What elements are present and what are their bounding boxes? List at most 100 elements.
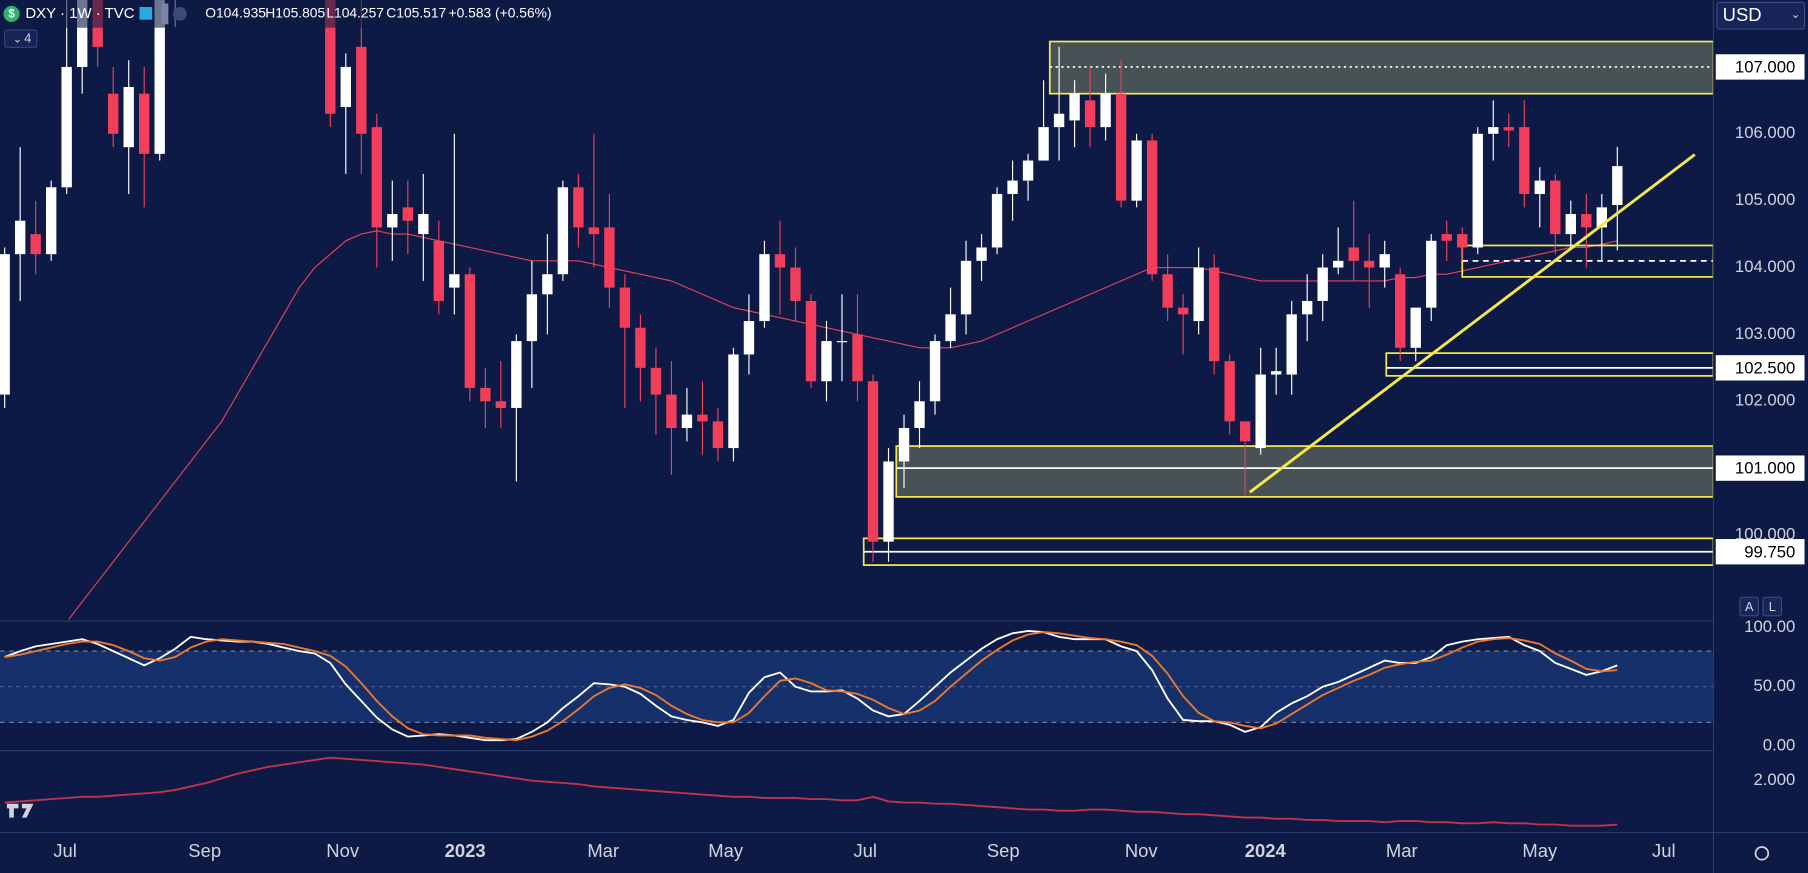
indicator-count: 4 (24, 32, 31, 46)
candle-body (1395, 274, 1406, 348)
candle-body (402, 207, 414, 221)
series-line (4, 629, 1618, 742)
x-tick-label: Sep (987, 840, 1020, 861)
level-label-bg (1715, 455, 1805, 481)
candle-body (1410, 307, 1421, 348)
pane (0, 629, 1714, 742)
x-tick-label: Sep (188, 840, 221, 861)
logo[interactable] (6, 803, 34, 818)
candle-body (1255, 374, 1266, 449)
candle-body (759, 254, 770, 322)
ohlc-open: O104.935 (205, 5, 266, 21)
candle-body (1115, 93, 1127, 201)
x-tick-label: 2024 (1245, 840, 1287, 861)
candle-body (14, 220, 26, 255)
x-tick-label: May (708, 840, 744, 861)
candle-body (433, 240, 445, 301)
candle-body (356, 46, 367, 134)
symbol-icon-glyph: $ (8, 9, 15, 21)
candle-body (1100, 93, 1111, 128)
level-label-bg (1715, 54, 1805, 80)
candle-body (697, 414, 708, 422)
candle-body (418, 214, 429, 235)
candle-body (464, 274, 476, 388)
candle-body (1270, 371, 1282, 375)
candle-body (1550, 180, 1561, 235)
ohlc-low: L104.257 (326, 5, 384, 21)
x-tick-label: Mar (587, 840, 619, 861)
candle-body (1565, 214, 1576, 235)
candle-body (635, 327, 646, 368)
candle-body (991, 193, 1003, 248)
y-tick-label: 105.000 (1735, 190, 1795, 209)
candle-body (526, 294, 538, 342)
candle-body (1208, 267, 1220, 362)
candle-body (495, 401, 507, 408)
level-label: 99.750 (1744, 542, 1795, 561)
symbol[interactable]: DXY · 1W · TVC (25, 5, 134, 22)
candle-body (867, 381, 879, 542)
candle-body (1457, 234, 1468, 248)
candle-body (1239, 421, 1251, 442)
candle-body (604, 227, 615, 288)
series-line (4, 756, 1618, 827)
x-tick-label: Nov (326, 840, 360, 861)
level-label: 102.500 (1735, 358, 1795, 377)
candle-body (650, 367, 662, 395)
candle-body (449, 274, 460, 288)
auto-scale-button[interactable] (1739, 596, 1759, 617)
x-tick-label: Mar (1386, 840, 1418, 861)
settings-icon[interactable] (1754, 846, 1770, 861)
candle-body (712, 421, 724, 449)
y-tick-label: 102.000 (1735, 391, 1795, 410)
candle-body (960, 260, 972, 315)
y-tick-label: 103.000 (1735, 324, 1795, 343)
candle-body (929, 341, 941, 402)
y-tick-label: 100.000 (1735, 524, 1795, 543)
series-line (4, 631, 1618, 742)
indicators-caret: ⌄ (13, 33, 23, 45)
currency-caret: ⌄ (1791, 9, 1801, 21)
candle-body (1596, 207, 1607, 228)
y-tick-label: 50.00 (1754, 676, 1796, 695)
candle-body (976, 247, 987, 261)
candle-body (1364, 260, 1375, 268)
y-tick-label: 100.00 (1744, 617, 1795, 636)
currency: USD (1723, 4, 1762, 25)
candle-body (154, 0, 165, 154)
candle-body (588, 227, 600, 235)
flag-icon[interactable] (139, 6, 153, 20)
candle-body (480, 387, 491, 402)
candle-body (883, 461, 894, 542)
candle-body (743, 321, 755, 355)
candle-body (681, 414, 693, 429)
candle-body (1488, 127, 1499, 134)
x-tick-label: Jul (1652, 840, 1676, 861)
candle-body (666, 394, 677, 429)
candle-body (542, 274, 553, 295)
indicators-toggle[interactable] (4, 29, 38, 48)
x-tick-label: Nov (1125, 840, 1159, 861)
candle-body (1146, 140, 1158, 275)
currency-select[interactable] (1716, 1, 1806, 30)
auto-scale-label: A (1745, 600, 1754, 614)
y-tick-label: 0.00 (1763, 736, 1796, 755)
header-bg (0, 0, 554, 28)
log-scale-button[interactable] (1762, 596, 1783, 617)
hide-icon[interactable] (172, 6, 187, 21)
symbol-icon[interactable] (3, 5, 20, 22)
pane (4, 756, 1618, 827)
candle-body (1022, 160, 1034, 181)
candle-body (1379, 254, 1390, 268)
candle-body (387, 214, 398, 228)
candle-body (1348, 247, 1359, 261)
candle-body (573, 187, 584, 228)
handle-icon[interactable] (161, 3, 169, 25)
candle-body (511, 341, 522, 408)
candle-body (805, 300, 817, 382)
level-label: 101.000 (1735, 459, 1795, 478)
candle-body (1426, 240, 1437, 308)
axis-labels: 100.000 101.000 102.000 103.000 104.000 105.0… (53, 54, 1805, 861)
candle-body (1472, 133, 1483, 248)
